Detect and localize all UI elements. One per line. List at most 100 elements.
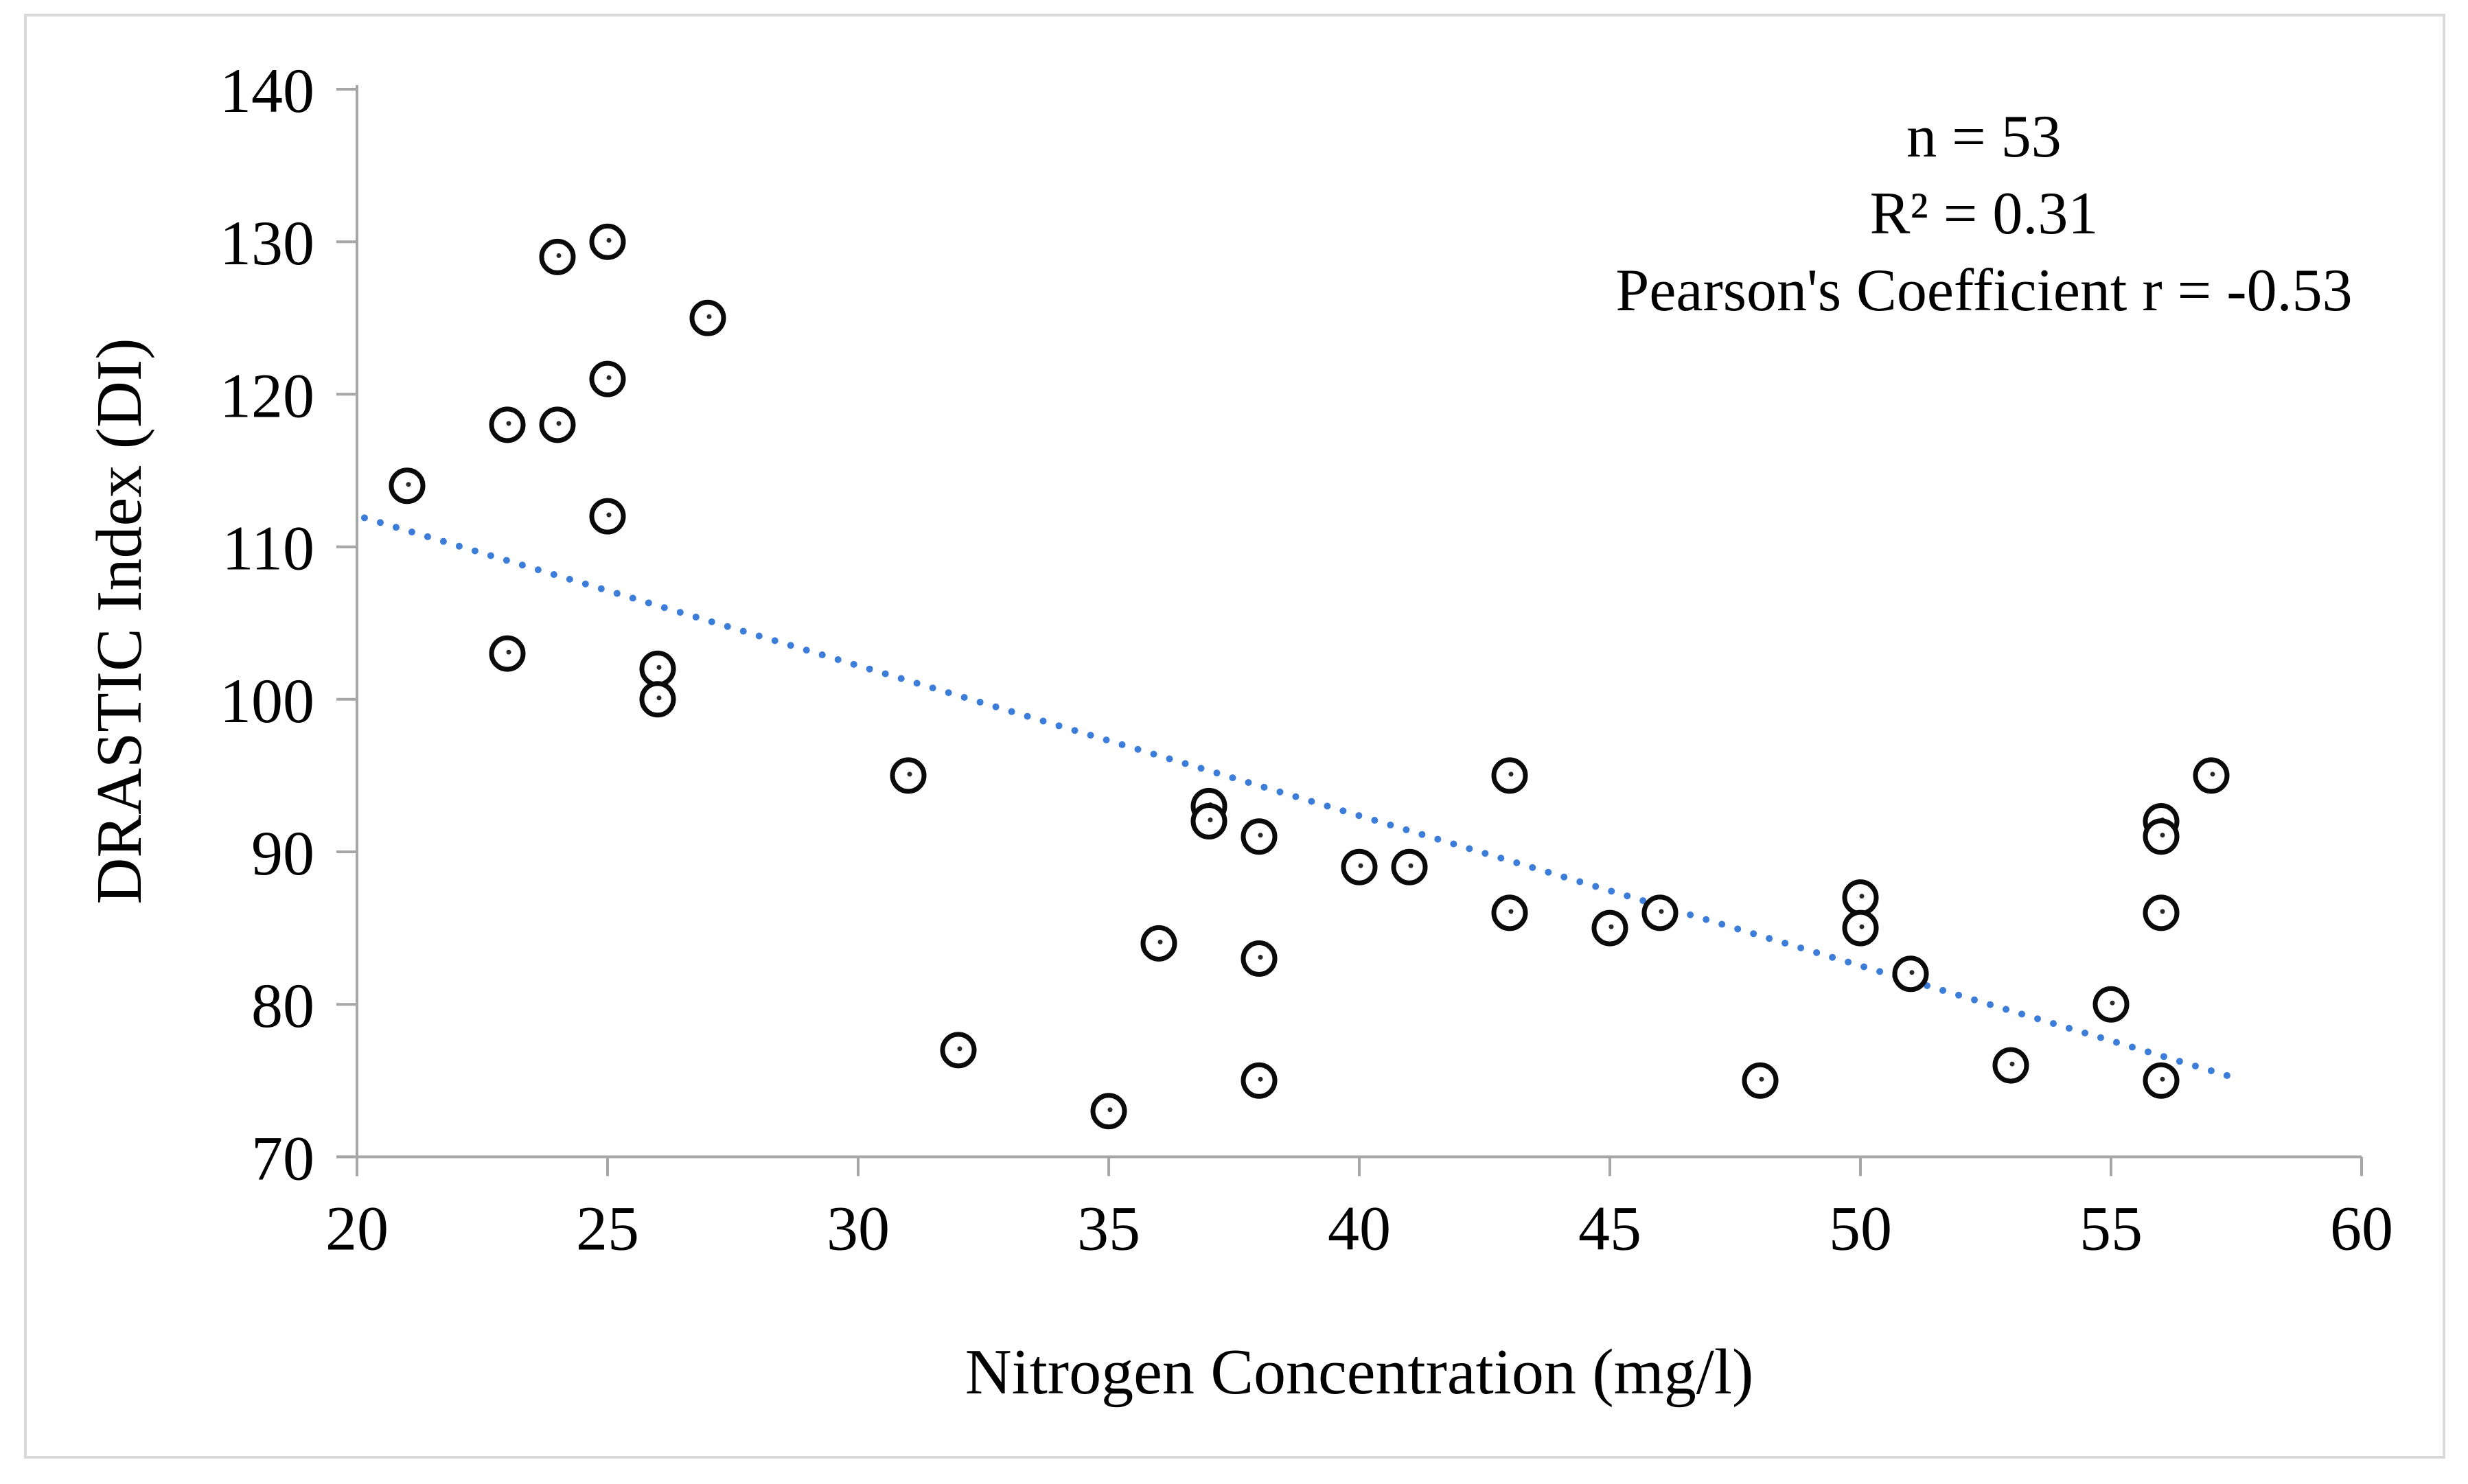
trendline-dot [1024, 712, 1031, 720]
scatter-point-center-dot [1258, 1076, 1263, 1082]
scatter-point-center-dot [606, 512, 612, 518]
trendline-dot [1624, 892, 1631, 900]
trendline-dot [360, 514, 368, 522]
trendline-dot [424, 533, 431, 540]
trendline-dot [2176, 1058, 2183, 1065]
trendline-dot [1687, 911, 1694, 918]
trendline-dot [1513, 859, 1521, 867]
trendline-dot [455, 542, 463, 550]
trendline-dot [660, 604, 668, 612]
x-tick-label: 55 [2079, 1193, 2143, 1263]
trendline-dot [992, 703, 1000, 710]
scatter-point-center-dot [2160, 909, 2165, 914]
trendline-dot [1781, 940, 1789, 947]
trendline-dot [518, 561, 526, 569]
scatter-point-center-dot [1208, 818, 1213, 823]
annotation-pearson: Pearson's Coefficient r = -0.53 [1615, 257, 2352, 324]
trendline-dot [1987, 1001, 1994, 1008]
trendline-dot [2018, 1010, 2026, 1018]
trendline-dot [566, 575, 573, 583]
trendline-dot [2223, 1071, 2230, 1079]
trendline-dot [2160, 1053, 2167, 1060]
scatter-point-center-dot [1859, 924, 1865, 929]
trendline-dot [629, 594, 636, 602]
trendline-dot [1497, 855, 1505, 862]
trendline-dot [1545, 868, 1552, 876]
trendline-dot [1371, 817, 1379, 824]
trendline-dot [1434, 835, 1442, 843]
trendline-dot [834, 656, 842, 663]
scatter-point-center-dot [1358, 863, 1363, 868]
annotation-r-squared: R² = 0.31 [1870, 181, 2099, 247]
trendline-dot [850, 660, 857, 668]
scatter-point-center-dot [2009, 1061, 2015, 1067]
scatter-point-center-dot [1759, 1076, 1764, 1082]
y-tick-label: 130 [220, 208, 314, 278]
trendline-dot [2003, 1006, 2010, 1013]
trendline-dot [1181, 760, 1189, 767]
trendline-dot [1355, 812, 1363, 820]
scatter-point-center-dot [957, 1046, 962, 1052]
x-tick-label: 25 [576, 1193, 639, 1263]
trendline-dot [1734, 925, 1742, 933]
trendline-dot [1829, 953, 1836, 961]
scatter-point-center-dot [1258, 955, 1263, 960]
trendline-dot [503, 557, 510, 564]
trendline-dot [1860, 963, 1868, 971]
trendline-dot [1245, 778, 1252, 786]
scatter-point-center-dot [1107, 1107, 1113, 1113]
scatter-point-center-dot [1659, 909, 1664, 914]
trendline-dot [1071, 727, 1079, 734]
trendline-dot [2144, 1048, 2152, 1056]
trendline-dot [376, 519, 384, 526]
scatter-point-center-dot [1909, 970, 1915, 975]
trendline-dot [913, 680, 921, 687]
trendline-dot [2065, 1024, 2073, 1032]
scatter-point-center-dot [1608, 924, 1614, 929]
trendline-dot [1150, 750, 1157, 758]
scatter-point-center-dot [1859, 894, 1865, 899]
trendline-dot [534, 566, 542, 574]
trendline-dot [613, 590, 621, 597]
trendline-dot [1450, 840, 1457, 848]
x-tick-label: 50 [1829, 1193, 1892, 1263]
y-tick-label: 140 [220, 56, 314, 126]
scatter-point-center-dot [2110, 1000, 2115, 1006]
trendline-dot [392, 524, 400, 531]
trendline-dot [881, 670, 889, 677]
trendline-dot [1324, 802, 1331, 810]
trendline-dot [1703, 916, 1710, 923]
trendline-dot [2081, 1029, 2088, 1036]
trendline-dot [1292, 793, 1300, 800]
scatter-point-center-dot [1258, 833, 1263, 838]
trendline-dot [755, 632, 763, 640]
trendline-dot [645, 599, 652, 607]
trendline-dot [2050, 1020, 2057, 1028]
trendline-dot [2128, 1043, 2136, 1051]
trendline-dot [739, 627, 747, 635]
trendline-dot [1403, 826, 1410, 833]
trendline-dot [1718, 920, 1726, 928]
x-tick-label: 45 [1578, 1193, 1641, 1263]
scatter-point-center-dot [506, 649, 511, 655]
trendline-dot [803, 647, 810, 654]
trendline-dot [1876, 968, 1884, 975]
trendline-dot [1576, 878, 1584, 885]
trendline-dot [1529, 863, 1536, 871]
scatter-point-center-dot [1408, 863, 1414, 868]
trendline-dot [976, 698, 984, 706]
scatter-point-center-dot [2160, 833, 2165, 838]
trendline-dot [1055, 722, 1063, 730]
trendline-dot [1608, 888, 1615, 895]
trendline-dot [771, 637, 779, 645]
trendline-dot [550, 571, 557, 579]
y-tick-label: 70 [251, 1123, 314, 1193]
trendline-dot [1592, 883, 1600, 890]
trendline-dot [1276, 788, 1284, 796]
scatter-point-center-dot [2210, 772, 2215, 777]
trendline-dot [724, 623, 731, 630]
trendline-dot [1939, 986, 1947, 994]
trendline-dot [471, 547, 478, 555]
